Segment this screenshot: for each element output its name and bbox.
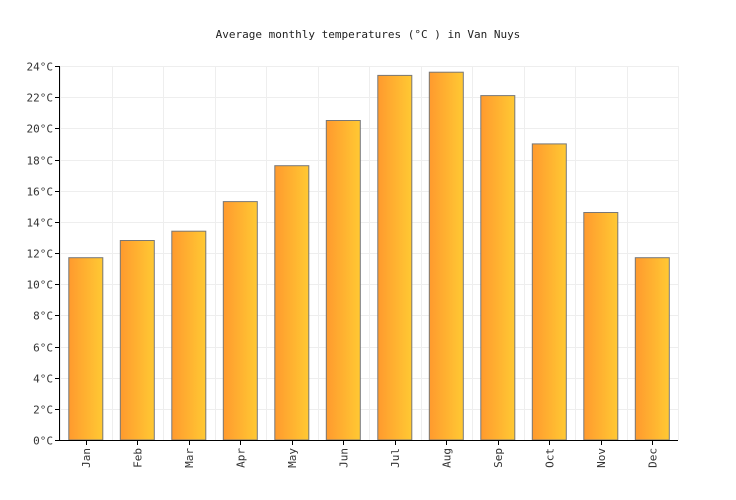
y-tick-label: 0°C [33, 435, 53, 448]
bar-jul [377, 74, 413, 441]
x-tick-label-apr: Apr [234, 448, 247, 468]
x-tick-label-dec: Dec [646, 448, 659, 468]
y-tick-label: 20°C [27, 123, 54, 136]
x-axis-ticks: Jan Feb Mar Apr May Jun Jul Aug Sep Oct Nov Dec [80, 440, 659, 468]
bar-jan [68, 257, 104, 441]
y-tick-label: 24°C [27, 61, 54, 74]
x-tick-label-jun: Jun [337, 448, 350, 468]
y-tick-label: 6°C [33, 342, 53, 355]
x-tick-label-sep: Sep [492, 448, 505, 468]
bar-mar [171, 230, 207, 441]
x-tick-label-feb: Feb [131, 448, 144, 468]
y-tick-label: 8°C [33, 310, 53, 323]
y-tick-label: 14°C [27, 217, 54, 230]
y-axis-ticks: 0°C 2°C 4°C 6°C 8°C 10°C 12°C 14°C 16°C 18°C 20°C 2… [27, 61, 60, 448]
bar-feb [119, 240, 155, 441]
y-tick-label: 2°C [33, 404, 53, 417]
y-tick-label: 4°C [33, 373, 53, 386]
y-tick-label: 10°C [27, 279, 54, 292]
bar-oct [531, 143, 567, 441]
grid-layer [60, 66, 679, 441]
x-tick-label-mar: Mar [183, 448, 196, 468]
x-tick-label-oct: Oct [543, 448, 556, 468]
bar-jun [325, 120, 361, 441]
x-tick-label-jan: Jan [80, 448, 93, 468]
bar-sep [480, 95, 516, 441]
bar-aug [428, 71, 464, 441]
bar-dec [634, 257, 670, 441]
x-tick-label-may: May [286, 448, 299, 468]
y-tick-label: 22°C [27, 92, 54, 105]
bars-layer [68, 71, 670, 441]
y-tick-label: 18°C [27, 155, 54, 168]
y-tick-label: 12°C [27, 248, 54, 261]
bar-may [274, 165, 310, 441]
x-tick-label-aug: Aug [440, 448, 453, 468]
y-tick-label: 16°C [27, 186, 54, 199]
x-tick-label-nov: Nov [595, 448, 608, 468]
chart-title: Average monthly temperatures (°C ) in Va… [216, 28, 521, 41]
bar-apr [222, 201, 258, 441]
bar-nov [583, 212, 619, 441]
x-tick-label-jul: Jul [389, 448, 402, 468]
